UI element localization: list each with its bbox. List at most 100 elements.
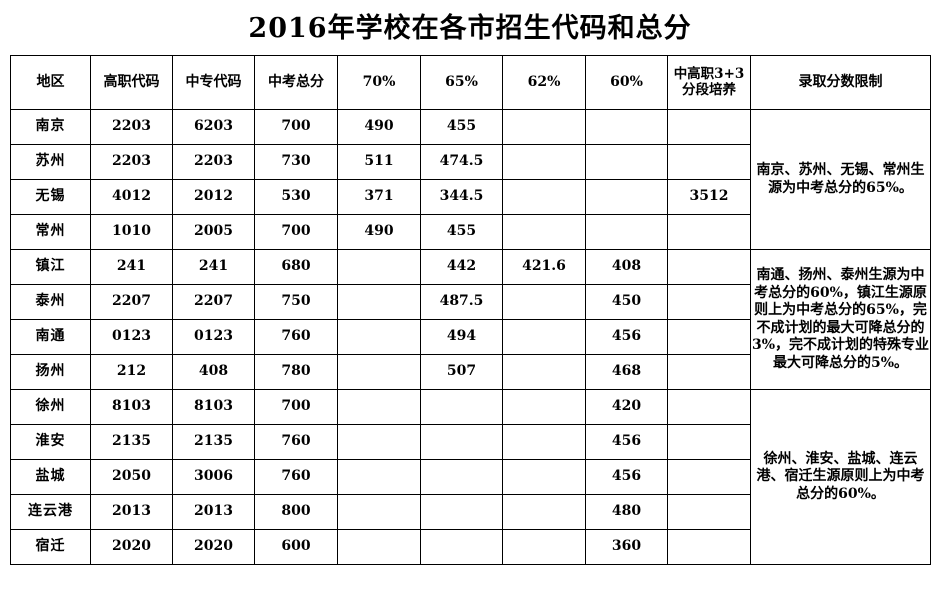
cell-gaozhi: 4012 — [90, 179, 173, 215]
cell-zongfen: 700 — [254, 389, 338, 425]
column-header-0-label: 地区 — [36, 73, 65, 90]
cell-p62 — [502, 109, 586, 145]
cell-p70 — [337, 284, 421, 320]
table-row: 宿迁 2020 2020 600 360 — [10, 529, 931, 565]
cell-sanjiasan — [667, 144, 751, 180]
cell-p70: 371 — [337, 179, 421, 215]
cell-sanjiasan — [667, 109, 751, 145]
cell-p70 — [337, 529, 421, 565]
cell-p62 — [502, 144, 586, 180]
cell-p60 — [585, 144, 668, 180]
cell-zhongzhuan: 0123 — [172, 319, 255, 355]
cell-p65: 455 — [420, 214, 503, 250]
page-title: 2016年学校在各市招生代码和总分 — [248, 13, 692, 44]
cell-region: 淮安 — [10, 424, 91, 460]
cell-gaozhi: 2135 — [90, 424, 173, 460]
cell-region: 徐州 — [10, 389, 91, 425]
cell-gaozhi: 1010 — [90, 214, 173, 250]
column-header-3: 中考总分 — [254, 55, 338, 110]
cell-sanjiasan — [667, 459, 751, 495]
cell-region: 常州 — [10, 214, 91, 250]
score-limit-note: 南京、苏州、无锡、常州生源为中考总分的65%。 — [750, 109, 931, 250]
cell-gaozhi: 2013 — [90, 494, 173, 530]
cell-gaozhi: 2207 — [90, 284, 173, 320]
cell-zongfen: 780 — [254, 354, 338, 390]
cell-p60: 408 — [585, 249, 668, 285]
cell-zhongzhuan: 2203 — [172, 144, 255, 180]
cell-gaozhi: 2050 — [90, 459, 173, 495]
cell-zhongzhuan: 2005 — [172, 214, 255, 250]
column-header-2-label: 中专代码 — [185, 73, 242, 90]
cell-p62 — [502, 459, 586, 495]
cell-p60 — [585, 179, 668, 215]
cell-region: 宿迁 — [10, 529, 91, 565]
cell-region: 泰州 — [10, 284, 91, 320]
cell-p70 — [337, 249, 421, 285]
cell-p62 — [502, 179, 586, 215]
cell-zhongzhuan: 2135 — [172, 424, 255, 460]
column-header-1-label: 高职代码 — [103, 73, 160, 90]
table-row: 南通 0123 0123 760 494 456 — [10, 319, 931, 355]
cell-gaozhi: 212 — [90, 354, 173, 390]
cell-sanjiasan — [667, 319, 751, 355]
cell-p70 — [337, 389, 421, 425]
cell-zhongzhuan: 2020 — [172, 529, 255, 565]
cell-gaozhi: 2020 — [90, 529, 173, 565]
table-row: 镇江 241 241 680 442 421.6 408 南通、扬州、泰州生源为中考总分的60… — [10, 249, 931, 390]
cell-sanjiasan — [667, 284, 751, 320]
cell-gaozhi: 2203 — [90, 144, 173, 180]
cell-region: 无锡 — [10, 179, 91, 215]
cell-p70 — [337, 494, 421, 530]
cell-p65: 507 — [420, 354, 503, 390]
table-header-row: 地区 高职代码 中专代码 中考总分 70% 65% 62% 60% 中高职3+3 分段培养 录取分数… — [10, 55, 931, 110]
table-row: 扬州 212 408 780 507 468 — [10, 354, 931, 390]
score-limit-note: 徐州、淮安、盐城、连云港、宿迁生源原则上为中考总分的60%。 — [750, 389, 931, 565]
column-header-7: 60% — [585, 55, 668, 110]
cell-p65 — [420, 529, 503, 565]
cell-p70 — [337, 424, 421, 460]
cell-p60: 450 — [585, 284, 668, 320]
cell-p70: 511 — [337, 144, 421, 180]
cell-p62 — [502, 424, 586, 460]
cell-p62 — [502, 389, 586, 425]
table-row: 常州 1010 2005 700 490 455 — [10, 214, 931, 250]
cell-p62 — [502, 214, 586, 250]
column-header-6-label: 62% — [527, 73, 561, 90]
cell-p62 — [502, 494, 586, 530]
column-header-3-label: 中考总分 — [268, 73, 324, 90]
cell-zhongzhuan: 408 — [172, 354, 255, 390]
column-header-0: 地区 — [10, 55, 91, 110]
table-row: 苏州 2203 2203 730 511 474.5 — [10, 144, 931, 180]
cell-gaozhi: 8103 — [90, 389, 173, 425]
admission-codes-table: 地区 高职代码 中专代码 中考总分 70% 65% 62% 60% 中高职3+3 分段培养 录取分数… — [10, 55, 931, 565]
column-header-9: 录取分数限制 — [750, 55, 931, 110]
table-header: 地区 高职代码 中专代码 中考总分 70% 65% 62% 60% 中高职3+3 分段培养 录取分数… — [10, 55, 931, 110]
cell-p62 — [502, 529, 586, 565]
cell-p70 — [337, 319, 421, 355]
cell-region: 南京 — [10, 109, 91, 145]
cell-p65: 487.5 — [420, 284, 503, 320]
cell-p60: 456 — [585, 459, 668, 495]
cell-region: 连云港 — [10, 494, 91, 530]
cell-zhongzhuan: 2207 — [172, 284, 255, 320]
cell-region: 苏州 — [10, 144, 91, 180]
cell-zhongzhuan: 6203 — [172, 109, 255, 145]
cell-p62 — [502, 319, 586, 355]
cell-p65: 474.5 — [420, 144, 503, 180]
cell-p60: 468 — [585, 354, 668, 390]
cell-p65 — [420, 389, 503, 425]
cell-sanjiasan — [667, 529, 751, 565]
table-row: 南京 2203 6203 700 490 455 南京、苏州、无锡、常州生源为中考总分的65… — [10, 109, 931, 250]
cell-region: 盐城 — [10, 459, 91, 495]
cell-p70 — [337, 459, 421, 495]
cell-p62 — [502, 284, 586, 320]
cell-zhongzhuan: 2013 — [172, 494, 255, 530]
cell-region: 镇江 — [10, 249, 91, 285]
cell-zongfen: 530 — [254, 179, 338, 215]
cell-p60: 480 — [585, 494, 668, 530]
cell-p60 — [585, 109, 668, 145]
cell-p65 — [420, 459, 503, 495]
column-header-8: 中高职3+3 分段培养 — [667, 55, 751, 110]
column-header-4-label: 70% — [362, 73, 396, 90]
cell-sanjiasan — [667, 354, 751, 390]
